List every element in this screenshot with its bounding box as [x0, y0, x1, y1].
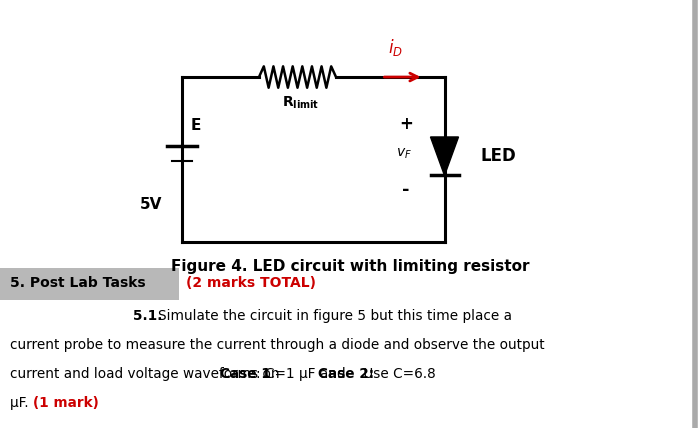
Text: μF.: μF.	[10, 396, 34, 410]
Text: Figure 4. LED circuit with limiting resistor: Figure 4. LED circuit with limiting resi…	[171, 259, 529, 274]
Text: E: E	[190, 118, 201, 133]
Text: : C=1 μF and: : C=1 μF and	[256, 367, 349, 381]
Text: +: +	[399, 115, 413, 133]
Polygon shape	[430, 137, 458, 175]
FancyBboxPatch shape	[0, 268, 178, 300]
Text: (1 mark): (1 mark)	[33, 396, 99, 410]
Text: Case 2:: Case 2:	[318, 367, 374, 381]
Text: Case 1: Case 1	[220, 367, 272, 381]
Text: current probe to measure the current through a diode and observe the output: current probe to measure the current thr…	[10, 338, 545, 352]
Text: (2 marks TOTAL): (2 marks TOTAL)	[186, 276, 316, 290]
Text: R$_{\mathbf{limit}}$: R$_{\mathbf{limit}}$	[282, 95, 320, 111]
Text: current and load voltage waveforms on: current and load voltage waveforms on	[10, 367, 284, 381]
Text: 5.1.: 5.1.	[133, 309, 162, 323]
Text: LED: LED	[481, 147, 517, 165]
Text: Simulate the circuit in figure 5 but this time place a: Simulate the circuit in figure 5 but thi…	[158, 309, 512, 323]
Text: 5. Post Lab Tasks: 5. Post Lab Tasks	[10, 276, 146, 290]
Text: $\mathit{i_D}$: $\mathit{i_D}$	[388, 37, 403, 58]
Text: 5V: 5V	[140, 197, 162, 212]
Text: Use C=6.8: Use C=6.8	[359, 367, 436, 381]
Text: -: -	[402, 181, 409, 199]
Text: $v_F$: $v_F$	[396, 147, 412, 161]
